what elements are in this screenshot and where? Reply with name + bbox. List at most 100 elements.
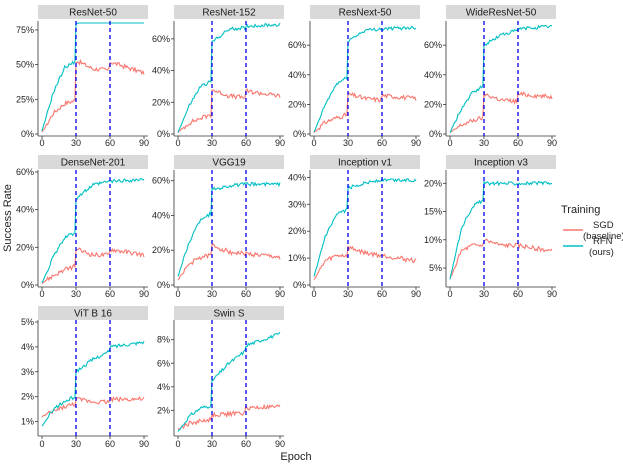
y-tick-label: 75% bbox=[16, 25, 34, 35]
y-tick-label: 30% bbox=[288, 199, 306, 209]
y-tick-label: 0% bbox=[21, 129, 34, 139]
panel-title: ResNet-152 bbox=[202, 8, 256, 19]
panel-wideresnet-50: WideResNet-50 0% 20% 40% 60% 0 30 60 90 bbox=[424, 5, 557, 148]
x-tick-label: 30 bbox=[71, 138, 81, 148]
x-tick-label: 60 bbox=[513, 138, 523, 148]
y-tick-label: 4% bbox=[157, 382, 170, 392]
y-tick-label: 5% bbox=[21, 317, 34, 327]
x-tick-label: 30 bbox=[479, 138, 489, 148]
y-tick-label: 40% bbox=[288, 70, 306, 80]
panel-strip bbox=[310, 5, 420, 19]
y-tick-label: 60% bbox=[424, 40, 442, 50]
panel-title: ResNet-50 bbox=[69, 8, 117, 19]
y-tick-label: 20% bbox=[288, 226, 306, 236]
y-tick-label: 50% bbox=[16, 60, 34, 70]
y-tick-label: 20% bbox=[288, 99, 306, 109]
panel-swin-s: Swin S 2% 4% 6% 8% 0 30 60 90 bbox=[157, 306, 285, 449]
x-tick-label: 90 bbox=[139, 138, 149, 148]
y-tick-label: 60% bbox=[288, 40, 306, 50]
x-tick-label: 30 bbox=[207, 439, 217, 449]
y-tick-label: 15% bbox=[424, 207, 442, 217]
y-tick-label: 8% bbox=[157, 335, 170, 345]
x-tick-label: 60 bbox=[241, 439, 251, 449]
y-tick-label: 4% bbox=[21, 342, 34, 352]
series-line-sgd bbox=[313, 245, 417, 280]
panel-title: Inception v3 bbox=[474, 158, 528, 169]
x-tick-label: 90 bbox=[275, 439, 285, 449]
series-line-rfn bbox=[449, 24, 553, 133]
panel-resnet-152: ResNet-152 0% 20% 40% 60% 0 30 60 90 bbox=[152, 5, 285, 148]
y-tick-label: 20% bbox=[424, 178, 442, 188]
y-tick-label: 10% bbox=[288, 253, 306, 263]
x-tick-label: 0 bbox=[39, 289, 44, 299]
y-tick-label: 6% bbox=[157, 358, 170, 368]
panel-densenet-201: DenseNet-201 0% 20% 40% 60% 0 30 60 90 bbox=[16, 155, 149, 299]
y-tick-label: 0% bbox=[429, 129, 442, 139]
legend-label-rfn-line1: RFN bbox=[593, 236, 613, 247]
y-tick-label: 10% bbox=[424, 235, 442, 245]
x-tick-label: 0 bbox=[311, 138, 316, 148]
series-line-sgd bbox=[177, 88, 281, 134]
legend-label-sgd-line2: (baseline) bbox=[583, 231, 623, 242]
x-tick-label: 60 bbox=[377, 138, 387, 148]
x-tick-label: 90 bbox=[547, 138, 557, 148]
x-tick-label: 0 bbox=[175, 138, 180, 148]
x-tick-label: 90 bbox=[411, 289, 421, 299]
x-tick-label: 90 bbox=[547, 289, 557, 299]
panel-inception-v1: Inception v1 0% 10% 20% 30% 40% 0 30 60 90 bbox=[288, 155, 421, 299]
x-tick-label: 30 bbox=[343, 138, 353, 148]
panel-title: VGG19 bbox=[212, 158, 246, 169]
y-tick-label: 2% bbox=[21, 392, 34, 402]
y-tick-label: 40% bbox=[288, 172, 306, 182]
series-line-rfn bbox=[313, 25, 417, 133]
series-line-rfn bbox=[177, 331, 281, 432]
x-tick-label: 30 bbox=[71, 439, 81, 449]
series-line-sgd bbox=[41, 58, 145, 133]
panel-resnet-50: ResNet-50 0% 25% 50% 75% 0 30 60 90 bbox=[16, 5, 149, 148]
panel-strip bbox=[174, 306, 284, 320]
panel-strip bbox=[38, 306, 148, 320]
x-tick-label: 0 bbox=[447, 138, 452, 148]
y-tick-label: 0% bbox=[293, 129, 306, 139]
y-tick-label: 40% bbox=[152, 210, 170, 220]
x-tick-label: 60 bbox=[105, 138, 115, 148]
y-tick-label: 60% bbox=[152, 176, 170, 186]
legend-label-rfn-line2: (ours) bbox=[589, 247, 614, 258]
x-tick-label: 0 bbox=[175, 289, 180, 299]
legend-label-sgd-line1: SGD bbox=[593, 220, 614, 231]
y-tick-label: 3% bbox=[21, 367, 34, 377]
y-tick-label: 0% bbox=[157, 129, 170, 139]
x-tick-label: 0 bbox=[447, 289, 452, 299]
y-tick-label: 60% bbox=[16, 167, 34, 177]
series-line-rfn bbox=[41, 177, 145, 283]
x-tick-label: 30 bbox=[479, 289, 489, 299]
x-tick-label: 60 bbox=[105, 439, 115, 449]
x-tick-label: 90 bbox=[139, 289, 149, 299]
y-tick-label: 60% bbox=[152, 34, 170, 44]
panel-strip bbox=[38, 155, 148, 169]
x-tick-label: 90 bbox=[411, 138, 421, 148]
x-tick-label: 60 bbox=[105, 289, 115, 299]
y-tick-label: 20% bbox=[16, 242, 34, 252]
series-line-sgd bbox=[177, 243, 281, 281]
series-line-sgd bbox=[177, 403, 281, 430]
panel-strip bbox=[310, 155, 420, 169]
panel-strip bbox=[446, 5, 556, 19]
x-tick-label: 60 bbox=[241, 289, 251, 299]
panel-strip bbox=[38, 5, 148, 19]
x-axis-title: Epoch bbox=[280, 451, 311, 463]
panel-title: DenseNet-201 bbox=[61, 158, 126, 169]
x-tick-label: 60 bbox=[513, 289, 523, 299]
x-tick-label: 0 bbox=[39, 439, 44, 449]
series-line-sgd bbox=[449, 90, 553, 133]
x-tick-label: 30 bbox=[207, 289, 217, 299]
x-tick-label: 30 bbox=[71, 289, 81, 299]
series-line-rfn bbox=[449, 180, 553, 280]
panel-resnext-50: ResNext-50 0% 20% 40% 60% 0 30 60 90 bbox=[288, 5, 421, 148]
series-line-rfn bbox=[41, 22, 144, 132]
y-tick-label: 1% bbox=[21, 417, 34, 427]
y-tick-label: 20% bbox=[424, 99, 442, 109]
panel-title: ViT B 16 bbox=[74, 309, 112, 320]
y-tick-label: 40% bbox=[152, 66, 170, 76]
y-tick-label: 25% bbox=[16, 94, 34, 104]
